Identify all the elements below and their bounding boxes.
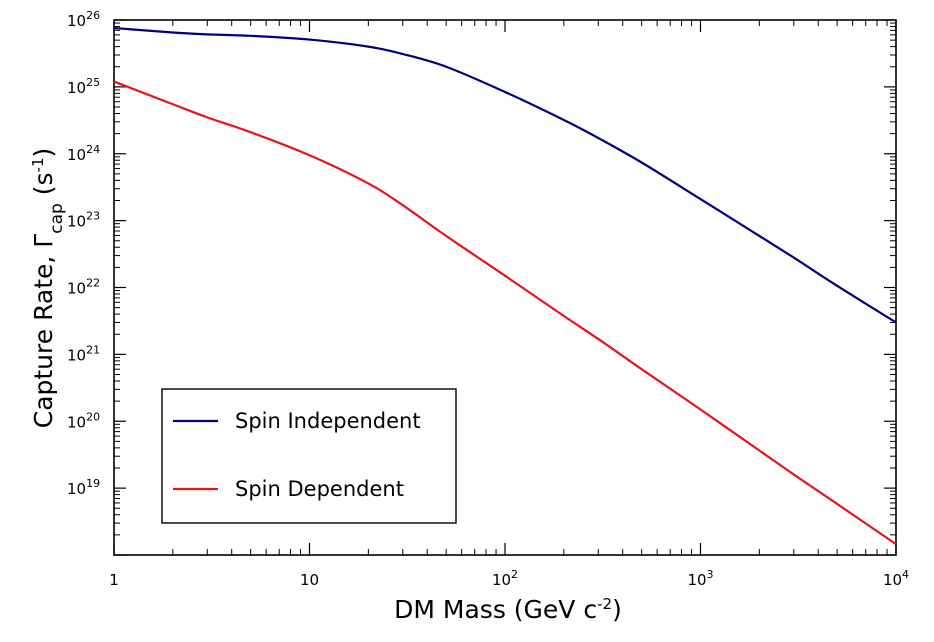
legend-label-spin-dependent: Spin Dependent <box>235 477 404 501</box>
x-tick-label: 10 <box>300 571 319 589</box>
major-ticks <box>113 19 897 556</box>
legend: Spin Independent Spin Dependent <box>161 388 457 524</box>
series-line-spin-dependent <box>113 80 897 546</box>
legend-box <box>161 388 457 524</box>
x-tick-labels: 1 10 102 103 104 <box>109 568 909 589</box>
x-tick-label: 103 <box>687 568 713 589</box>
x-tick-label: 1 <box>109 571 119 589</box>
y-tick-labels: 1019 1020 1021 1022 1023 1024 1025 1026 <box>67 9 100 498</box>
y-tick-label: 1020 <box>67 410 100 431</box>
y-tick-label: 1026 <box>67 9 100 30</box>
y-tick-label: 1019 <box>67 477 100 498</box>
y-axis-title: Capture Rate, Γcap (s-1) <box>29 148 67 429</box>
legend-label-spin-independent: Spin Independent <box>235 409 421 433</box>
x-tick-label: 104 <box>883 568 909 589</box>
y-tick-label: 1025 <box>67 76 100 97</box>
y-tick-label: 1023 <box>67 210 100 231</box>
y-tick-label: 1024 <box>67 143 100 164</box>
series-line-spin-independent <box>113 26 897 324</box>
x-tick-label: 102 <box>492 568 518 589</box>
y-tick-label: 1022 <box>67 277 100 298</box>
y-tick-label: 1021 <box>67 343 100 364</box>
x-axis-title: DM Mass (GeV c-2) <box>394 595 622 624</box>
series-lines <box>113 26 897 546</box>
